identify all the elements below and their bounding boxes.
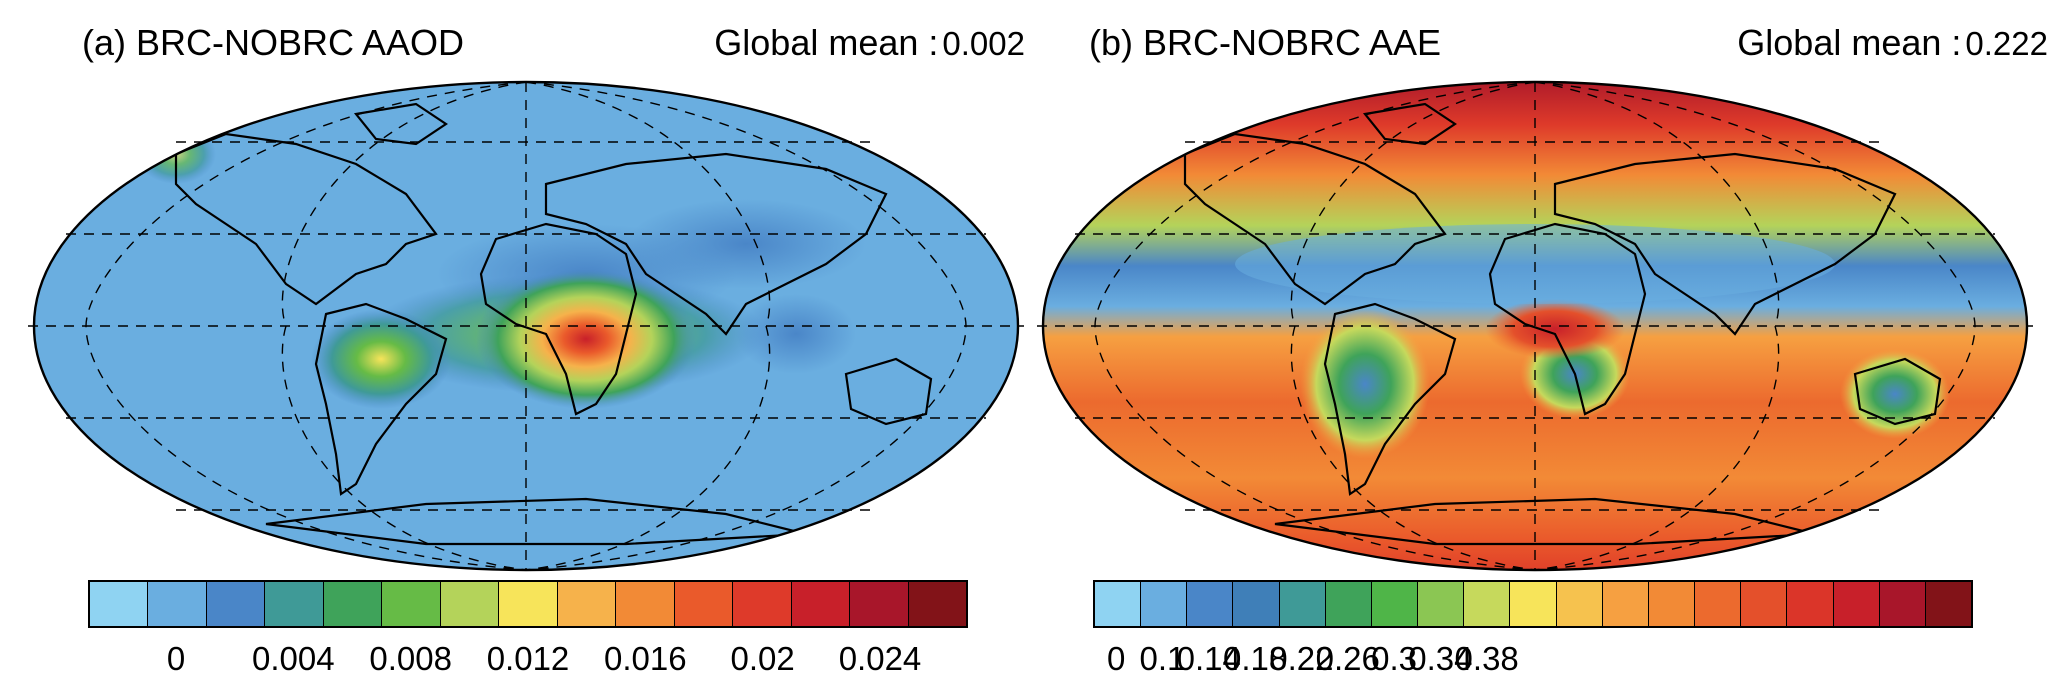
colorbar-cell (1141, 582, 1188, 626)
colorbar-tick-label: 0.26 (1315, 640, 1380, 677)
colorbar-cell (1879, 582, 1926, 626)
colorbar-tick-label: 0.004 (252, 640, 335, 677)
panel-title: (b) BRC-NOBRC AAE (1089, 22, 1442, 63)
colorbar-cell (1187, 582, 1234, 626)
aae-map (1037, 80, 2033, 572)
colorbar-cell (1787, 582, 1834, 626)
colorbar-tick-label: 0.024 (838, 640, 922, 677)
global-mean-value: 0.002 (942, 25, 1025, 62)
global-mean-label: Global mean : (714, 22, 939, 63)
panel-aaod: (a) BRC-NOBRC AAOD Global mean :0.002 (10, 0, 1033, 698)
colorbar-cell (1095, 582, 1142, 626)
colorbar-tick-label: 0.18 (1222, 640, 1288, 677)
colorbar-cell (1418, 582, 1465, 626)
colorbar-cell (1325, 582, 1372, 626)
colorbar-cell (1648, 582, 1696, 626)
colorbar-cell (206, 582, 266, 626)
colorbar-cell (791, 582, 851, 626)
colorbar-cell (1695, 582, 1742, 626)
global-mean: Global mean :0.002 (714, 22, 1025, 64)
colorbar-cell (1925, 582, 1971, 626)
colorbar-cell (557, 582, 617, 626)
colorbar-cell (90, 582, 149, 626)
colorbar-tick-label: 0.012 (486, 640, 570, 677)
colorbar-cell (733, 582, 792, 626)
graticule (28, 81, 1024, 571)
colorbar-cell (1741, 582, 1788, 626)
colorbar-cell (908, 582, 967, 626)
colorbar-cell (1279, 582, 1326, 626)
colorbar-cell (323, 582, 383, 626)
colorbar-cell (499, 582, 558, 626)
aaod-map (28, 80, 1024, 572)
panel-title: (a) BRC-NOBRC AAOD (82, 22, 465, 63)
colorbar-cell (1556, 582, 1603, 626)
colorbar (1093, 580, 1973, 628)
colorbar-cell (1833, 582, 1880, 626)
colorbar (88, 580, 968, 628)
colorbar-ticks: 0 0.1 0.14 0.18 0.22 0.26 0.3 0.34 0.38 (1093, 640, 1973, 680)
colorbar-tick-label: 0.1 (1139, 640, 1186, 677)
colorbar-tick-label: 0.22 (1269, 640, 1334, 677)
colorbar-cell (850, 582, 909, 626)
colorbar-tick-label: 0 (1106, 640, 1126, 677)
colorbar-tick-label: 0.38 (1454, 640, 1519, 677)
colorbar-cell (382, 582, 441, 626)
colorbar-tick-label: 0.02 (730, 640, 795, 677)
global-mean: Global mean :0.222 (1737, 22, 2048, 64)
colorbar-cell (616, 582, 675, 626)
global-mean-value: 0.222 (1965, 25, 2048, 62)
colorbar-tick-label: 0.14 (1176, 640, 1241, 677)
colorbar-cell (440, 582, 500, 626)
colorbar-tick-label: 0.34 (1408, 640, 1473, 677)
colorbar-cell (1371, 582, 1419, 626)
coastlines (1183, 102, 1942, 546)
colorbar-cell (1510, 582, 1557, 626)
colorbar-cell (1233, 582, 1280, 626)
colorbar-cell (265, 582, 324, 626)
colorbar-tick-label: 0.3 (1371, 640, 1417, 677)
colorbar-cell (148, 582, 207, 626)
colorbar-tick-label: 0 (166, 640, 186, 677)
panel-aae: (b) BRC-NOBRC AAE Global mean :0.222 (1033, 0, 2056, 698)
colorbar-tick-label: 0.016 (604, 640, 687, 677)
colorbar-tick-label: 0.008 (369, 640, 452, 677)
global-mean-label: Global mean : (1737, 22, 1962, 63)
colorbar-cell (1602, 582, 1649, 626)
coastlines (174, 102, 933, 546)
colorbar-cell (1464, 582, 1511, 626)
colorbar-ticks: 0 0.004 0.008 0.012 0.016 0.02 0.024 (88, 640, 968, 680)
colorbar-cell (674, 582, 734, 626)
graticule (1037, 81, 2033, 571)
